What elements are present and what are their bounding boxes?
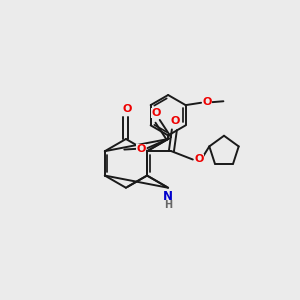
Text: O: O bbox=[136, 144, 146, 154]
Text: O: O bbox=[195, 154, 204, 164]
Text: O: O bbox=[202, 97, 212, 107]
Text: N: N bbox=[163, 190, 173, 203]
Text: O: O bbox=[122, 104, 132, 114]
Text: H: H bbox=[164, 200, 172, 210]
Text: O: O bbox=[170, 116, 180, 127]
Text: O: O bbox=[152, 108, 161, 118]
